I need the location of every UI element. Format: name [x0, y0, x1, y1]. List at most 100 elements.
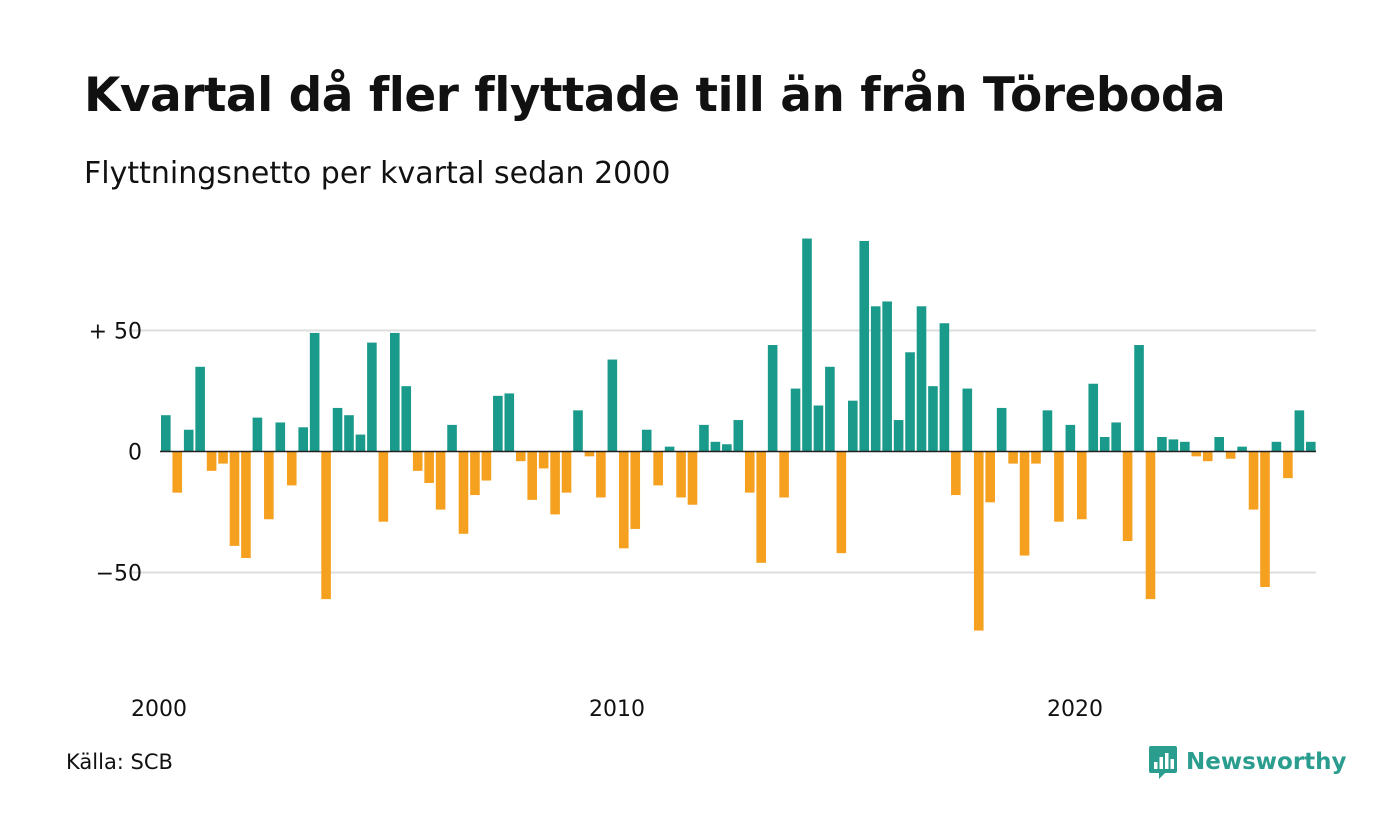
bar-chart-speech-bubble-icon — [1149, 746, 1177, 779]
bar — [1294, 410, 1305, 452]
bar — [596, 451, 606, 498]
bar — [1054, 451, 1064, 522]
bar — [1088, 383, 1099, 452]
bar — [1260, 451, 1270, 588]
bar — [1031, 451, 1041, 464]
bar — [172, 451, 183, 493]
bar — [538, 451, 549, 469]
bar — [744, 451, 755, 493]
bar — [848, 400, 858, 452]
bar — [1202, 451, 1213, 462]
bar — [985, 451, 995, 503]
bar — [664, 446, 675, 452]
source-note: Källa: SCB — [66, 750, 173, 774]
y-tick-label: + 50 — [89, 320, 142, 345]
bar — [951, 451, 961, 496]
y-tick-label: −50 — [96, 562, 142, 587]
bar — [905, 352, 915, 452]
x-tick-label: 2000 — [131, 697, 187, 722]
bar — [355, 434, 366, 452]
bar — [802, 238, 812, 452]
bar — [916, 306, 927, 452]
bar — [183, 429, 194, 452]
bar — [973, 451, 984, 631]
bar — [264, 451, 274, 520]
bar — [1283, 451, 1293, 479]
bar — [1111, 422, 1121, 452]
bar — [733, 420, 744, 452]
chart-subtitle: Flyttningsnetto per kvartal sedan 2000 — [84, 156, 671, 191]
bar — [779, 451, 789, 498]
x-tick-label: 2020 — [1047, 697, 1103, 722]
bar — [435, 451, 446, 510]
bar — [390, 332, 400, 452]
bar — [939, 323, 950, 452]
bar — [767, 345, 778, 452]
bar — [710, 441, 721, 452]
bar — [493, 395, 503, 452]
bar — [893, 420, 904, 452]
y-axis-labels: + 50 0 −50 — [89, 320, 142, 587]
y-tick-label: 0 — [128, 441, 142, 466]
bar — [1157, 436, 1167, 452]
bar — [401, 386, 412, 452]
bar — [1077, 451, 1087, 520]
brand-name: Newsworthy — [1186, 749, 1347, 775]
bar — [1271, 441, 1282, 452]
bar — [825, 366, 835, 452]
bar — [1180, 441, 1190, 452]
bar — [561, 451, 572, 493]
bar — [653, 451, 663, 486]
bar — [344, 415, 354, 452]
bar — [1099, 436, 1110, 452]
bar — [1008, 451, 1018, 464]
bar — [607, 359, 618, 452]
bar — [1214, 436, 1224, 452]
bar — [1237, 446, 1247, 452]
bar — [1248, 451, 1259, 510]
bar — [1145, 451, 1156, 600]
bar — [206, 451, 217, 471]
bar — [1225, 451, 1236, 459]
bar — [1122, 451, 1133, 542]
bar — [504, 393, 515, 452]
bar — [515, 451, 526, 462]
bar — [619, 451, 629, 549]
bar — [584, 451, 595, 457]
bar — [836, 451, 847, 554]
x-axis-labels: 2000 2010 2020 — [131, 697, 1103, 722]
bar — [790, 388, 801, 452]
bar — [1134, 345, 1144, 452]
bar — [218, 451, 228, 464]
bar — [996, 407, 1007, 452]
bar — [309, 332, 320, 452]
bar — [161, 415, 171, 452]
bar — [756, 451, 766, 563]
chart-title: Kvartal då fler flyttade till än från Tö… — [84, 68, 1226, 123]
bar — [321, 451, 331, 600]
bar — [332, 407, 343, 452]
bar — [928, 386, 938, 452]
bar — [252, 417, 263, 452]
bar — [641, 429, 652, 452]
bar — [458, 451, 469, 534]
bar — [412, 451, 423, 471]
bar — [298, 427, 308, 452]
bar — [550, 451, 560, 515]
bar — [722, 444, 732, 452]
bar — [1191, 451, 1202, 457]
bar — [481, 451, 492, 481]
bar — [527, 451, 537, 500]
bar — [424, 451, 434, 483]
bar — [470, 451, 480, 496]
bar — [1065, 424, 1076, 452]
bar — [229, 451, 240, 546]
bar — [1042, 410, 1053, 452]
newsworthy-logo[interactable]: Newsworthy — [1148, 744, 1347, 780]
bar — [676, 451, 686, 498]
x-tick-label: 2010 — [589, 697, 645, 722]
bar — [962, 388, 973, 452]
bar — [630, 451, 641, 529]
bar — [882, 301, 892, 452]
